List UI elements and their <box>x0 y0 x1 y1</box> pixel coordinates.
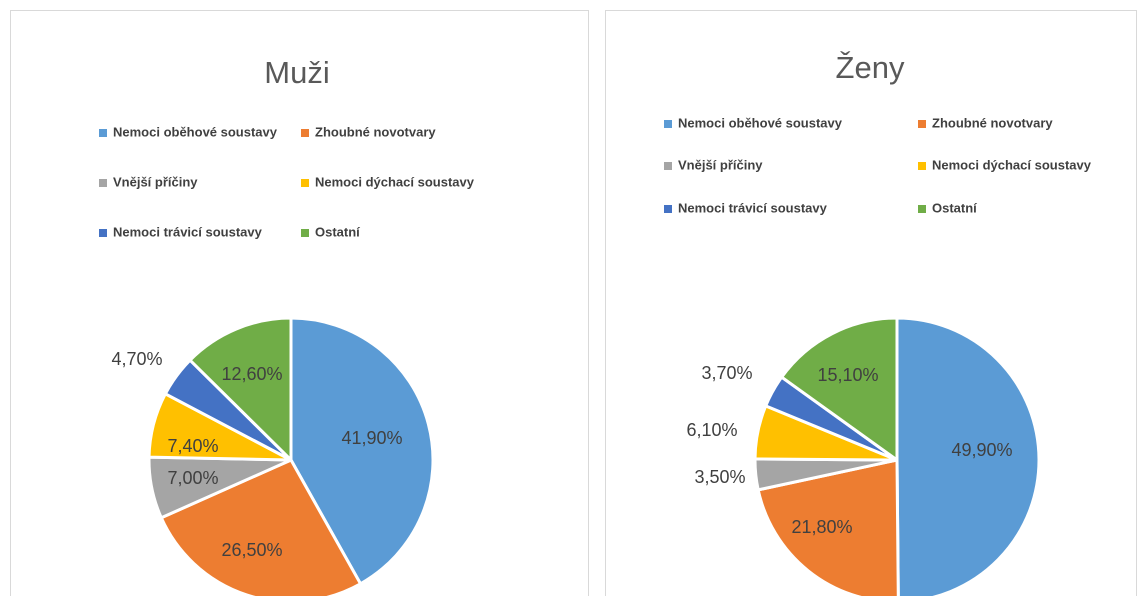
pie-slice <box>779 316 899 463</box>
legend-label: Nemoci trávicí soustavy <box>678 200 828 215</box>
chart-title: Ženy <box>836 50 905 85</box>
pie-slice <box>289 316 435 586</box>
legend-swatch <box>301 129 309 137</box>
legend-swatch <box>99 129 107 137</box>
data-label: 49,90% <box>951 440 1012 460</box>
legend-swatch <box>301 179 309 187</box>
panel <box>605 10 1137 596</box>
legend-label: Zhoubné novotvary <box>315 124 436 139</box>
legend-label: Nemoci dýchací soustavy <box>932 157 1092 172</box>
legend-swatch <box>664 205 672 213</box>
legend-swatch <box>918 120 926 128</box>
data-label: 21,80% <box>791 517 852 537</box>
data-label: 3,70% <box>701 363 752 383</box>
legend-label: Vnější příčiny <box>113 174 198 189</box>
legend-swatch <box>664 120 672 128</box>
legend-swatch <box>301 229 309 237</box>
data-label: 7,40% <box>167 436 218 456</box>
legend-label: Ostatní <box>932 200 977 215</box>
panel <box>10 10 589 596</box>
legend-label: Zhoubné novotvary <box>932 115 1053 130</box>
data-label: 3,50% <box>694 467 745 487</box>
legend-swatch <box>918 162 926 170</box>
pie-slice <box>159 458 363 596</box>
legend-swatch <box>99 229 107 237</box>
legend-label: Vnější příčiny <box>678 157 763 172</box>
legend-label: Nemoci dýchací soustavy <box>315 174 475 189</box>
pie-slice <box>187 316 293 464</box>
pie-slice <box>895 316 1041 596</box>
legend-swatch <box>99 179 107 187</box>
pie-slice <box>756 458 900 596</box>
chart-title: Muži <box>264 55 329 90</box>
data-label: 7,00% <box>167 468 218 488</box>
data-label: 26,50% <box>221 540 282 560</box>
data-label: 12,60% <box>221 364 282 384</box>
legend-label: Nemoci trávicí soustavy <box>113 224 263 239</box>
legend-label: Nemoci oběhové soustavy <box>113 124 278 139</box>
legend-label: Ostatní <box>315 224 360 239</box>
legend-label: Nemoci oběhové soustavy <box>678 115 843 130</box>
legend-swatch <box>664 162 672 170</box>
data-label: 41,90% <box>341 428 402 448</box>
legend-swatch <box>918 205 926 213</box>
data-label: 15,10% <box>817 365 878 385</box>
data-label: 4,70% <box>111 349 162 369</box>
data-label: 6,10% <box>686 420 737 440</box>
